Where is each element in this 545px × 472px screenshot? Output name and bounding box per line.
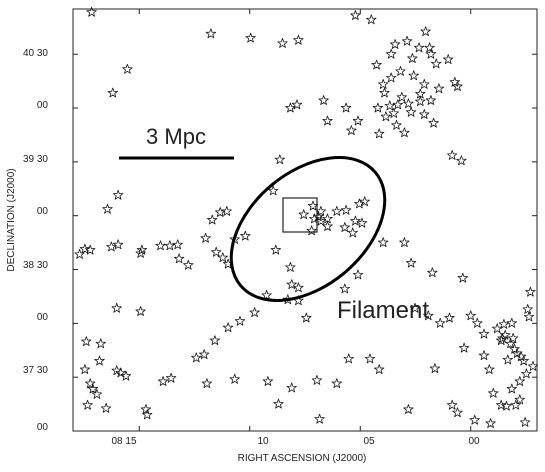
filament-label: Filament	[337, 297, 429, 324]
y-tick-label: 39 30	[23, 154, 48, 165]
y-axis: 40 30 00 39 30 00 38 30 00 37 30 00 DECL…	[6, 48, 537, 433]
x-axis: 08 15 10 05 00 RIGHT ASCENSION (J2000)	[111, 9, 480, 464]
x-tick-label: 08 15	[111, 436, 136, 447]
filament-ellipse	[229, 156, 387, 302]
y-tick-label: 40 30	[23, 48, 48, 59]
x-tick-label: 05	[363, 436, 375, 447]
y-tick-label: 37 30	[23, 365, 48, 376]
scale-bar-label: 3 Mpc	[146, 124, 206, 149]
y-tick-label: 00	[37, 422, 49, 433]
y-tick-label: 38 30	[23, 260, 48, 271]
x-tick-label: 10	[257, 436, 269, 447]
x-axis-title: RIGHT ASCENSION (J2000)	[238, 453, 367, 464]
y-axis-title: DECLINATION (J2000)	[6, 168, 17, 271]
x-tick-label: 00	[468, 436, 480, 447]
y-tick-marks	[73, 53, 537, 432]
x-tick-marks	[138, 9, 472, 431]
plot-frame	[72, 8, 538, 432]
y-tick-label: 00	[37, 100, 49, 111]
y-tick-label: 00	[37, 312, 49, 323]
y-tick-label: 00	[37, 206, 49, 217]
group-core-box	[282, 197, 318, 233]
